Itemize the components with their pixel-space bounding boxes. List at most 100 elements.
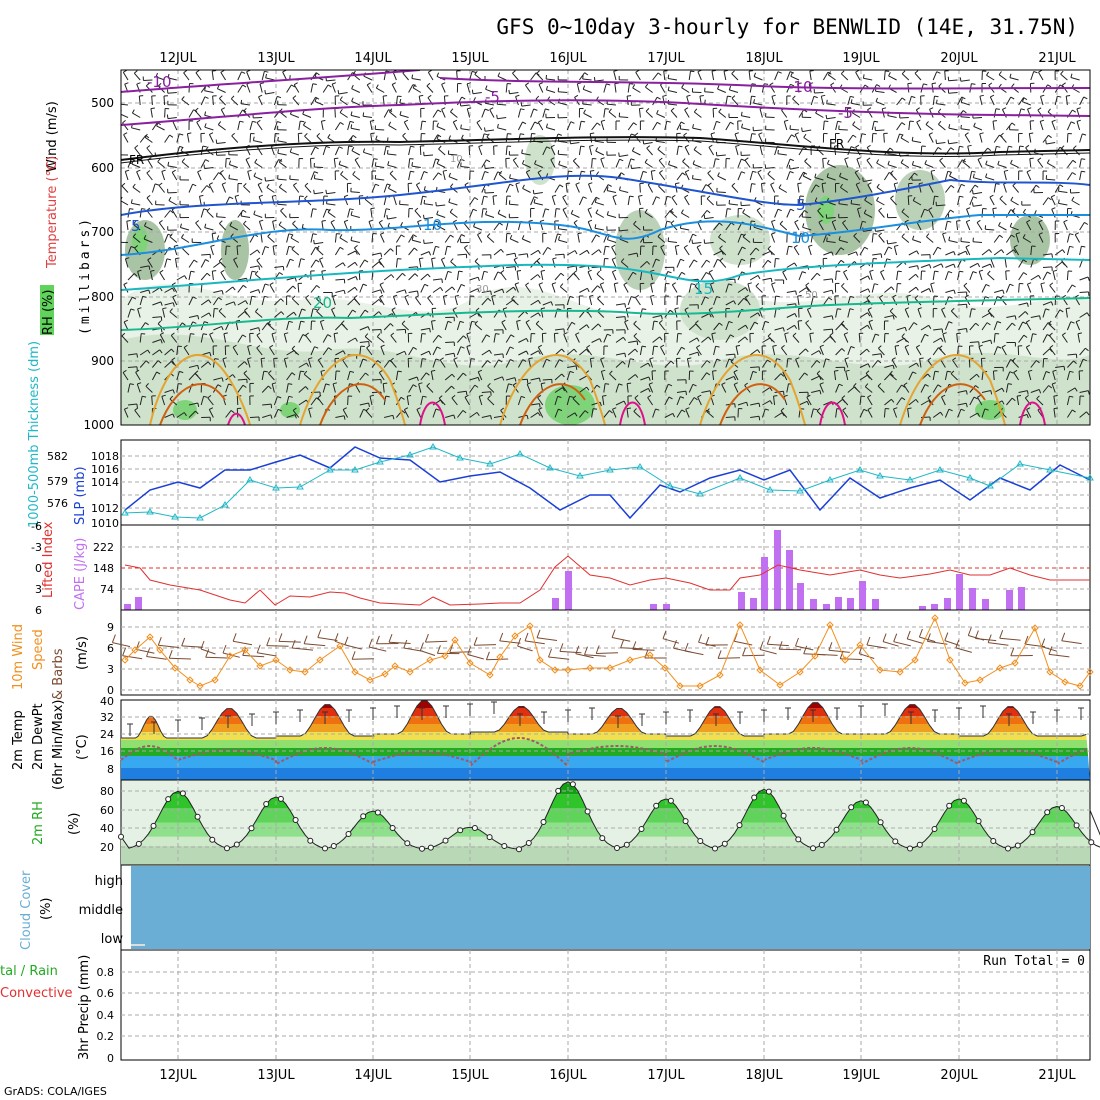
wind-barb bbox=[833, 371, 837, 381]
wind-barb bbox=[864, 386, 873, 393]
wind-barb bbox=[456, 321, 461, 331]
wind-barb-flag bbox=[447, 320, 452, 324]
wind-barb bbox=[668, 164, 678, 168]
wind-barb-flag bbox=[1045, 308, 1050, 311]
wind-barb-flag bbox=[385, 395, 390, 398]
wind-barb-flag bbox=[366, 82, 371, 86]
wind-barb-flag bbox=[385, 145, 391, 148]
wind-barb bbox=[566, 348, 575, 356]
wind-barb-flag bbox=[416, 407, 421, 410]
wind-barb bbox=[188, 259, 195, 268]
wind-barb bbox=[707, 172, 714, 181]
wind-barb bbox=[1038, 234, 1044, 243]
wind-barb bbox=[314, 192, 324, 195]
wind-barb bbox=[579, 348, 587, 356]
wind-barb-flag bbox=[758, 132, 763, 135]
wind-barb-flag bbox=[618, 152, 620, 157]
wind10m-barb-flag bbox=[918, 628, 923, 638]
rh-marker bbox=[427, 844, 434, 851]
contour-label: -5 bbox=[485, 88, 500, 106]
wind-barb bbox=[615, 383, 620, 393]
wind-barb-flag bbox=[769, 400, 773, 405]
wind-barb-flag bbox=[864, 196, 868, 201]
wind-barb-flag bbox=[992, 120, 998, 122]
wind10m-barb bbox=[292, 647, 314, 651]
wind-barb-flag bbox=[1023, 272, 1028, 276]
wind-barb bbox=[828, 74, 836, 81]
cape-ytick: 74 bbox=[100, 583, 114, 596]
wind-barb bbox=[615, 352, 625, 356]
wind-barb-flag bbox=[123, 132, 128, 136]
wind-barb-flag bbox=[325, 383, 330, 386]
wind-barb bbox=[347, 121, 351, 131]
wind-barb-flag bbox=[917, 265, 919, 270]
wind-barb-flag bbox=[976, 219, 981, 223]
top-date-label: 19JUL bbox=[842, 51, 880, 66]
wind-barb-flag bbox=[525, 338, 529, 343]
wind-barb bbox=[444, 373, 453, 381]
wind-barb-flag bbox=[312, 208, 317, 210]
wind-barb-flag bbox=[1046, 159, 1050, 164]
wind-barb-flag bbox=[794, 262, 798, 267]
li-ytick: 6 bbox=[35, 604, 42, 617]
thickness-marker bbox=[546, 464, 554, 471]
wind-barb-flag bbox=[612, 269, 617, 273]
wind-barb bbox=[864, 199, 873, 206]
wind-barb-flag bbox=[696, 244, 701, 248]
wind-barb bbox=[1027, 371, 1032, 381]
lifted-index-line bbox=[124, 555, 1090, 606]
wind-barb-flag bbox=[940, 263, 944, 268]
wind-barb bbox=[997, 164, 1007, 168]
wind-barb bbox=[424, 242, 434, 244]
wind-barb bbox=[292, 185, 300, 193]
wind-barb bbox=[649, 358, 654, 368]
wind-barb-flag bbox=[1010, 96, 1015, 100]
wind-barb bbox=[286, 233, 290, 243]
wind-barb-flag bbox=[278, 221, 282, 226]
wind10m-barb-flag bbox=[999, 630, 1004, 639]
wind-barb-flag bbox=[247, 169, 252, 172]
wind-barb bbox=[1000, 135, 1007, 143]
wind-barb-flag bbox=[644, 208, 648, 213]
wind-barb bbox=[350, 240, 360, 243]
wind-barb bbox=[121, 185, 129, 193]
wind-barb-flag bbox=[584, 410, 589, 414]
wind-barb-flag bbox=[478, 144, 483, 147]
wind-barb bbox=[171, 209, 178, 218]
wind-barb-flag bbox=[816, 360, 821, 364]
wind-barb-flag bbox=[931, 82, 937, 85]
wind-barb-flag bbox=[948, 236, 951, 241]
wind-barb bbox=[973, 204, 983, 207]
wind-barb-flag bbox=[315, 259, 320, 263]
thickness-marker bbox=[429, 443, 437, 450]
wind-barb-flag bbox=[321, 270, 326, 272]
wind-barb-flag bbox=[278, 183, 283, 188]
wind-barb-flag bbox=[850, 146, 855, 149]
wind10m-barb bbox=[662, 638, 680, 644]
wind-barb-flag bbox=[243, 183, 247, 187]
wind-barb bbox=[383, 274, 392, 281]
wind-barb-flag bbox=[538, 82, 543, 85]
wind-barb-flag bbox=[1004, 169, 1009, 172]
wind-barb bbox=[121, 103, 129, 106]
wind-barb-flag bbox=[668, 396, 673, 400]
wind-barb-flag bbox=[204, 321, 209, 324]
wind-barb bbox=[778, 187, 788, 193]
wind-barb-flag bbox=[984, 408, 989, 411]
wind-barb bbox=[1079, 171, 1082, 181]
wind-barb bbox=[713, 121, 717, 131]
wind-barb bbox=[645, 86, 653, 93]
wind-barb-flag bbox=[1022, 234, 1026, 239]
wind-barb-flag bbox=[304, 182, 309, 187]
wind-barb bbox=[823, 336, 831, 343]
wind-barb bbox=[793, 247, 800, 256]
wind-barb-flag bbox=[302, 121, 306, 126]
wind-barb bbox=[589, 296, 593, 306]
wind-barb-flag bbox=[809, 70, 814, 72]
wind-barb bbox=[762, 259, 769, 268]
wind-barb-flag bbox=[693, 108, 698, 113]
wind-barb bbox=[1036, 398, 1044, 406]
wind-barb-flag bbox=[693, 146, 697, 150]
wind-barb bbox=[1038, 71, 1044, 81]
wind-barb-flag bbox=[655, 258, 660, 262]
